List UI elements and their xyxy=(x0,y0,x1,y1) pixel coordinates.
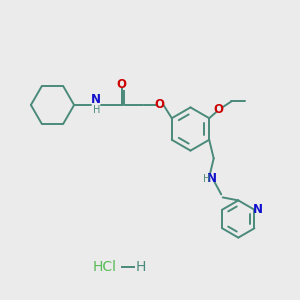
Text: O: O xyxy=(154,98,165,112)
Text: H: H xyxy=(93,105,100,116)
Text: O: O xyxy=(214,103,224,116)
Text: H: H xyxy=(202,173,210,184)
Text: N: N xyxy=(253,203,263,216)
Text: H: H xyxy=(136,260,146,274)
Text: O: O xyxy=(116,77,127,91)
Text: N: N xyxy=(207,172,217,185)
Text: HCl: HCl xyxy=(93,260,117,274)
Text: N: N xyxy=(91,93,101,106)
